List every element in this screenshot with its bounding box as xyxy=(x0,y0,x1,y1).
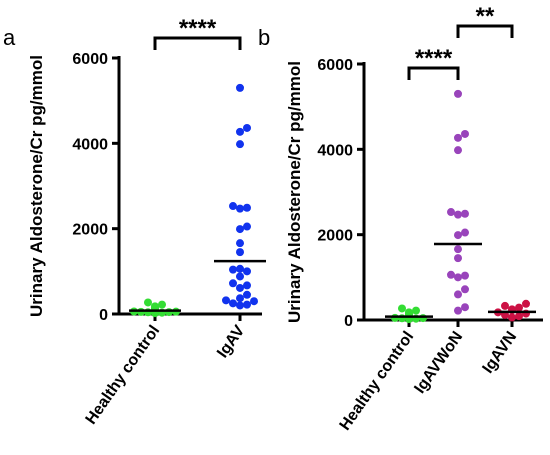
data-point xyxy=(515,312,523,321)
panel-a-chart: 0 2000 4000 6000 Urinary Aldosterone/Cr pg/m… xyxy=(27,15,266,428)
data-point xyxy=(454,146,462,155)
data-point xyxy=(236,204,244,213)
significance-bracket xyxy=(153,36,242,50)
y-tick-label: 6000 xyxy=(317,57,353,74)
data-point xyxy=(419,314,427,323)
data-point xyxy=(461,129,469,138)
data-point xyxy=(229,202,237,211)
data-point xyxy=(405,308,413,317)
x-category-label: Healthy control xyxy=(83,323,164,428)
data-point xyxy=(454,273,462,282)
x-category-label: IgAV xyxy=(214,322,248,361)
data-point xyxy=(501,301,509,310)
data-point xyxy=(508,313,516,322)
y-axis-title: Urinary Aldosterone/Cr pg/mmol xyxy=(285,61,304,323)
data-point xyxy=(236,301,244,310)
data-point xyxy=(461,303,469,312)
data-point xyxy=(454,133,462,142)
y-tick-label: 6000 xyxy=(72,51,108,68)
data-point xyxy=(236,264,244,273)
data-point xyxy=(236,294,244,303)
data-point xyxy=(243,267,251,276)
data-point xyxy=(151,302,159,311)
y-tick-label: 4000 xyxy=(72,136,108,153)
panel-b-chart: 0 2000 4000 6000 Urinary Aldosterone/Cr pg/m… xyxy=(285,3,543,434)
y-tick-label: 2000 xyxy=(72,222,108,239)
data-point xyxy=(229,265,237,274)
data-point xyxy=(243,281,251,290)
data-point xyxy=(454,254,462,263)
x-category-label: Healthy control xyxy=(337,329,418,434)
data-point xyxy=(236,248,244,257)
data-point xyxy=(229,279,237,288)
data-point xyxy=(236,127,244,136)
data-point xyxy=(522,299,530,308)
data-point xyxy=(236,272,244,281)
significance-bracket xyxy=(407,66,460,80)
data-point xyxy=(165,308,173,317)
y-tick-label: 2000 xyxy=(317,228,353,245)
data-point xyxy=(391,313,399,322)
data-point xyxy=(236,83,244,92)
panel-a-letter: a xyxy=(3,25,16,50)
y-tick-label: 0 xyxy=(99,307,108,324)
data-point xyxy=(236,140,244,149)
data-point xyxy=(461,271,469,280)
data-point xyxy=(250,297,258,306)
data-point xyxy=(222,296,230,305)
data-point xyxy=(454,290,462,299)
x-category-label: IgAVWoN xyxy=(411,329,466,397)
data-point xyxy=(243,123,251,132)
data-point xyxy=(243,290,251,299)
significance-label: ** xyxy=(476,3,495,30)
significance-bracket xyxy=(456,24,514,38)
data-point xyxy=(229,299,237,308)
data-point xyxy=(243,222,251,231)
panel-b-letter: b xyxy=(258,25,270,50)
data-point xyxy=(461,285,469,294)
data-point xyxy=(398,304,406,313)
data-point xyxy=(447,270,455,279)
significance-label: **** xyxy=(179,15,217,42)
data-point xyxy=(236,239,244,248)
data-point xyxy=(454,306,462,315)
data-point xyxy=(144,298,152,307)
y-tick-label: 0 xyxy=(344,313,353,330)
data-point xyxy=(461,228,469,237)
data-point xyxy=(515,303,523,312)
data-point xyxy=(454,210,462,219)
data-point xyxy=(461,209,469,218)
data-point xyxy=(243,300,251,309)
data-point xyxy=(137,307,145,316)
data-point xyxy=(243,203,251,212)
data-point xyxy=(454,89,462,98)
data-point xyxy=(412,306,420,315)
data-point xyxy=(454,245,462,254)
data-point xyxy=(454,231,462,240)
y-tick-label: 4000 xyxy=(317,142,353,159)
y-axis-title: Urinary Aldosterone/Cr pg/mmol xyxy=(27,55,46,317)
data-point xyxy=(236,225,244,234)
significance-label: **** xyxy=(415,45,453,72)
data-point xyxy=(158,300,166,309)
data-point xyxy=(236,283,244,292)
x-category-label: IgAVN xyxy=(480,329,521,377)
data-point xyxy=(447,208,455,217)
